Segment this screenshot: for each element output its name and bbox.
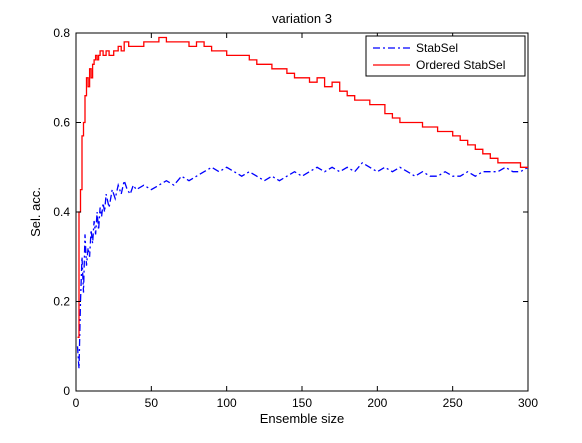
legend-label-stabsel: StabSel <box>416 41 458 55</box>
axis-ticks-group: 0 50 100 150 200 250 300 0 0.2 0.4 0.6 0.8 <box>53 26 538 410</box>
series-line-stabsel <box>76 161 529 369</box>
x-tick-label: 150 <box>292 396 312 410</box>
series-line-ordered-stabsel <box>77 36 528 338</box>
y-axis-label: Sel. acc. <box>28 187 43 237</box>
x-tick-label: 50 <box>145 396 159 410</box>
chart-title: variation 3 <box>272 11 332 26</box>
y-tick-label: 0.4 <box>53 205 70 219</box>
x-tick-label: 250 <box>443 396 463 410</box>
plot-series-group <box>76 36 529 369</box>
x-axis-label: Ensemble size <box>260 411 345 426</box>
x-tick-label: 200 <box>367 396 387 410</box>
plot-area <box>75 32 529 392</box>
legend-box <box>365 35 526 77</box>
y-tick-label: 0.6 <box>53 116 70 130</box>
x-tick-label: 0 <box>73 396 80 410</box>
y-tick-label: 0.8 <box>53 26 70 40</box>
x-tick-label: 300 <box>518 396 538 410</box>
x-tick-label: 100 <box>217 396 237 410</box>
y-tick-label: 0.2 <box>53 295 70 309</box>
legend: StabSel Ordered StabSel <box>365 35 526 77</box>
y-tick-label: 0 <box>63 384 70 398</box>
legend-label-ordered-stabsel: Ordered StabSel <box>416 58 505 72</box>
